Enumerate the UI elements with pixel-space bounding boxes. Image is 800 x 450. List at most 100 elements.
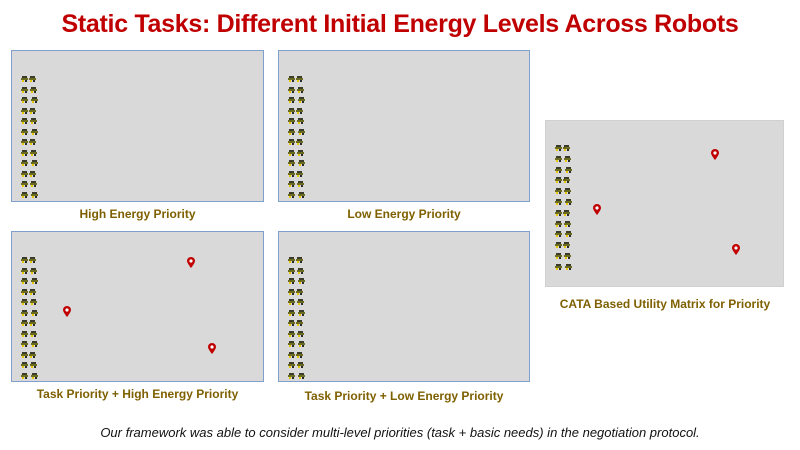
robot-icon [555, 170, 562, 184]
robot-icon [21, 174, 28, 187]
robot-icon [298, 271, 305, 284]
panel-label-low-energy: Low Energy Priority [347, 207, 461, 221]
footer-caption: Our framework was able to consider multi… [100, 425, 700, 440]
robot-icon [30, 261, 37, 274]
robot-icon [31, 185, 38, 198]
robot-icon [21, 90, 28, 103]
robot-icon [555, 224, 562, 238]
robot-icon [288, 303, 295, 316]
robot-icon [31, 334, 38, 347]
robot-icon [21, 334, 28, 347]
robot-icon [297, 355, 304, 368]
robot-icon [288, 174, 295, 187]
robot-icon [21, 282, 28, 295]
robot-icon [288, 143, 295, 156]
robot-icon [31, 90, 38, 103]
robot-icon [555, 181, 562, 195]
robot-icon [21, 80, 28, 93]
robot-icon [564, 181, 571, 195]
simulation-panel-task-low-energy [278, 231, 530, 382]
robot-icon [21, 122, 28, 135]
robot-icon [29, 313, 36, 326]
robot-icon [21, 261, 28, 274]
robot-icon [288, 250, 295, 263]
task-marker-icon [593, 202, 601, 215]
robot-icon [563, 170, 570, 184]
simulation-panel-high-energy [11, 50, 264, 202]
robot-icon [563, 138, 570, 151]
robot-icon [565, 160, 572, 173]
robot-icon [565, 257, 572, 270]
robot-icon [565, 224, 572, 238]
robot-icon [31, 153, 38, 166]
robot-icon [288, 324, 295, 337]
robot-icon [564, 214, 571, 227]
robot-icon [288, 345, 295, 358]
robot-icon [21, 153, 28, 166]
robot-icon [21, 271, 28, 284]
robot-icon [288, 153, 295, 166]
robot-icon [21, 366, 28, 379]
robot-icon [21, 292, 28, 305]
robot-icon [288, 334, 295, 347]
robot-icon [21, 185, 28, 198]
robot-icon [288, 292, 295, 305]
robot-icon [555, 235, 562, 249]
robot-icon [288, 122, 295, 135]
robot-icon [555, 192, 562, 205]
robot-icon [296, 250, 303, 263]
robot-icon [555, 257, 562, 270]
robot-icon [297, 111, 304, 124]
simulation-panel-low-energy [278, 50, 530, 202]
robot-icon [21, 250, 28, 263]
robot-icon [288, 90, 295, 103]
robot-icon [297, 261, 304, 274]
panel-label-cata: CATA Based Utility Matrix for Priority [559, 297, 771, 311]
robot-icon [21, 164, 28, 177]
robot-icon [555, 203, 562, 216]
robot-icon [21, 303, 28, 316]
robot-icon [555, 149, 562, 162]
robot-icon [296, 282, 303, 295]
robot-icon [31, 366, 38, 379]
task-marker-icon [208, 341, 216, 354]
robot-icon [297, 292, 304, 305]
robot-icon [555, 160, 562, 173]
robot-icon [564, 246, 571, 259]
robot-icon [296, 101, 303, 114]
robot-icon [296, 345, 303, 358]
robot-icon [29, 345, 36, 358]
robot-icon [288, 164, 295, 177]
robot-icon [563, 235, 570, 249]
robot-icon [21, 355, 28, 368]
robot-icon [31, 271, 38, 284]
robot-icon [29, 101, 36, 114]
robot-icon [29, 69, 36, 82]
panel-label-task-low-energy: Task Priority + Low Energy Priority [304, 389, 504, 403]
robot-icon [288, 111, 295, 124]
robot-icon [288, 101, 295, 114]
task-marker-icon [732, 242, 740, 255]
robot-icon [296, 164, 303, 177]
robot-icon [21, 111, 28, 124]
robot-icon [30, 324, 37, 337]
robot-icon [297, 80, 304, 93]
robot-icon [296, 313, 303, 326]
robot-icon [288, 185, 295, 198]
robot-icon [297, 174, 304, 187]
simulation-panel-task-high-energy [11, 231, 264, 382]
robot-icon [555, 138, 562, 151]
robot-icon [21, 324, 28, 337]
robot-icon [288, 261, 295, 274]
robot-icon [564, 149, 571, 162]
robot-icon [288, 313, 295, 326]
robot-icon [21, 345, 28, 358]
robot-icon [288, 355, 295, 368]
robot-icon [298, 303, 305, 316]
robot-icon [31, 122, 38, 135]
robot-icon [30, 174, 37, 187]
robot-icon [30, 143, 37, 156]
robot-icon [565, 192, 572, 205]
robot-icon [288, 271, 295, 284]
robot-icon [298, 334, 305, 347]
